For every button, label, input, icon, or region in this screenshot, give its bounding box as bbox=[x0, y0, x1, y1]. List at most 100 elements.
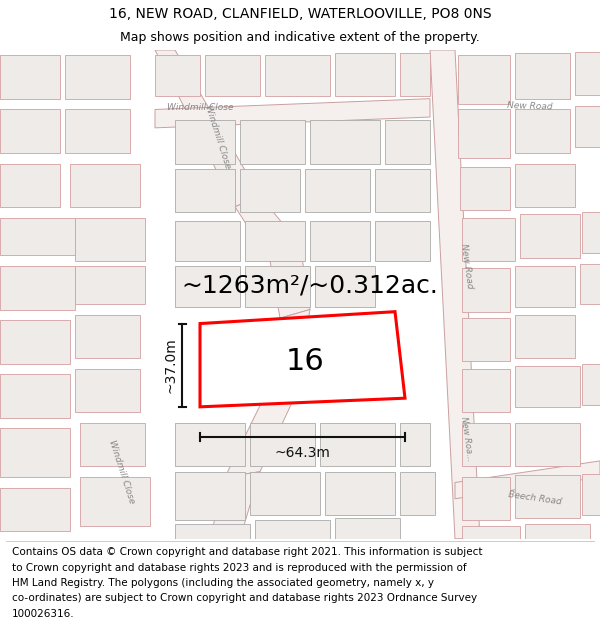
Polygon shape bbox=[580, 264, 600, 304]
Polygon shape bbox=[515, 266, 575, 308]
Text: Beech Road: Beech Road bbox=[508, 491, 562, 507]
Polygon shape bbox=[430, 50, 480, 539]
Polygon shape bbox=[0, 321, 70, 364]
Polygon shape bbox=[515, 53, 570, 99]
Polygon shape bbox=[240, 120, 305, 164]
Polygon shape bbox=[80, 477, 150, 526]
Polygon shape bbox=[0, 429, 70, 477]
Polygon shape bbox=[520, 214, 580, 258]
Polygon shape bbox=[0, 109, 60, 152]
Polygon shape bbox=[400, 472, 435, 515]
Text: ~1263m²/~0.312ac.: ~1263m²/~0.312ac. bbox=[182, 274, 439, 298]
Polygon shape bbox=[515, 475, 580, 518]
Polygon shape bbox=[155, 56, 200, 96]
Polygon shape bbox=[255, 521, 330, 539]
Polygon shape bbox=[250, 472, 320, 515]
Polygon shape bbox=[400, 53, 430, 96]
Polygon shape bbox=[0, 266, 75, 309]
Polygon shape bbox=[250, 423, 315, 466]
Polygon shape bbox=[462, 369, 510, 413]
Polygon shape bbox=[462, 423, 510, 466]
Polygon shape bbox=[575, 52, 600, 96]
Polygon shape bbox=[458, 109, 510, 158]
Polygon shape bbox=[155, 99, 430, 128]
Polygon shape bbox=[575, 106, 600, 148]
Polygon shape bbox=[80, 423, 145, 466]
Text: to Crown copyright and database rights 2023 and is reproduced with the permissio: to Crown copyright and database rights 2… bbox=[12, 562, 467, 572]
Polygon shape bbox=[75, 266, 145, 304]
Polygon shape bbox=[70, 164, 140, 207]
Text: Windmill Close: Windmill Close bbox=[203, 104, 233, 169]
Polygon shape bbox=[385, 120, 430, 164]
Text: ~37.0m: ~37.0m bbox=[163, 338, 177, 393]
Polygon shape bbox=[335, 53, 395, 96]
Polygon shape bbox=[462, 318, 510, 361]
Polygon shape bbox=[75, 217, 145, 261]
Polygon shape bbox=[582, 364, 600, 404]
Polygon shape bbox=[462, 477, 510, 521]
Polygon shape bbox=[335, 518, 400, 539]
Polygon shape bbox=[175, 472, 245, 521]
Polygon shape bbox=[515, 366, 580, 407]
Polygon shape bbox=[175, 266, 240, 308]
Polygon shape bbox=[235, 196, 300, 261]
Polygon shape bbox=[515, 109, 570, 152]
Text: New Road: New Road bbox=[460, 243, 475, 289]
Polygon shape bbox=[175, 423, 245, 466]
Text: ~64.3m: ~64.3m bbox=[275, 446, 331, 461]
Polygon shape bbox=[325, 472, 395, 515]
Polygon shape bbox=[462, 526, 520, 539]
Polygon shape bbox=[582, 474, 600, 515]
Polygon shape bbox=[155, 50, 260, 207]
Polygon shape bbox=[65, 56, 130, 99]
Polygon shape bbox=[65, 109, 130, 152]
Text: 16, NEW ROAD, CLANFIELD, WATERLOOVILLE, PO8 0NS: 16, NEW ROAD, CLANFIELD, WATERLOOVILLE, … bbox=[109, 7, 491, 21]
Polygon shape bbox=[200, 312, 405, 407]
Polygon shape bbox=[310, 221, 370, 261]
Polygon shape bbox=[462, 217, 515, 261]
Polygon shape bbox=[175, 120, 235, 164]
Polygon shape bbox=[205, 56, 260, 96]
Text: Windmill Close: Windmill Close bbox=[167, 102, 233, 112]
Polygon shape bbox=[240, 169, 300, 212]
Polygon shape bbox=[458, 56, 510, 104]
Polygon shape bbox=[375, 221, 430, 261]
Polygon shape bbox=[455, 461, 600, 499]
Polygon shape bbox=[225, 396, 295, 477]
Polygon shape bbox=[175, 221, 240, 261]
Text: New Roa...: New Roa... bbox=[460, 416, 475, 462]
Polygon shape bbox=[175, 169, 235, 212]
Polygon shape bbox=[175, 524, 250, 539]
Polygon shape bbox=[582, 213, 600, 253]
Polygon shape bbox=[515, 164, 575, 207]
Polygon shape bbox=[0, 374, 70, 418]
Polygon shape bbox=[460, 167, 510, 210]
Polygon shape bbox=[305, 169, 370, 212]
Polygon shape bbox=[210, 472, 260, 539]
Text: Windmill Close: Windmill Close bbox=[107, 439, 137, 505]
Polygon shape bbox=[462, 268, 510, 312]
Polygon shape bbox=[265, 56, 330, 96]
Text: co-ordinates) are subject to Crown copyright and database rights 2023 Ordnance S: co-ordinates) are subject to Crown copyr… bbox=[12, 593, 477, 603]
Polygon shape bbox=[0, 217, 75, 256]
Polygon shape bbox=[310, 120, 380, 164]
Polygon shape bbox=[315, 266, 375, 308]
Polygon shape bbox=[262, 309, 310, 401]
Polygon shape bbox=[0, 488, 70, 531]
Polygon shape bbox=[400, 423, 430, 466]
Polygon shape bbox=[515, 423, 580, 466]
Text: 16: 16 bbox=[286, 347, 325, 376]
Text: Map shows position and indicative extent of the property.: Map shows position and indicative extent… bbox=[120, 31, 480, 44]
Text: 100026316.: 100026316. bbox=[12, 609, 74, 619]
Polygon shape bbox=[375, 169, 430, 212]
Polygon shape bbox=[245, 266, 310, 308]
Polygon shape bbox=[320, 423, 395, 466]
Text: New Road: New Road bbox=[507, 101, 553, 111]
Polygon shape bbox=[515, 315, 575, 358]
Polygon shape bbox=[245, 221, 305, 261]
Text: HM Land Registry. The polygons (including the associated geometry, namely x, y: HM Land Registry. The polygons (includin… bbox=[12, 578, 434, 588]
Polygon shape bbox=[0, 56, 60, 99]
Polygon shape bbox=[75, 315, 140, 358]
Polygon shape bbox=[525, 524, 590, 539]
Text: Contains OS data © Crown copyright and database right 2021. This information is : Contains OS data © Crown copyright and d… bbox=[12, 548, 482, 558]
